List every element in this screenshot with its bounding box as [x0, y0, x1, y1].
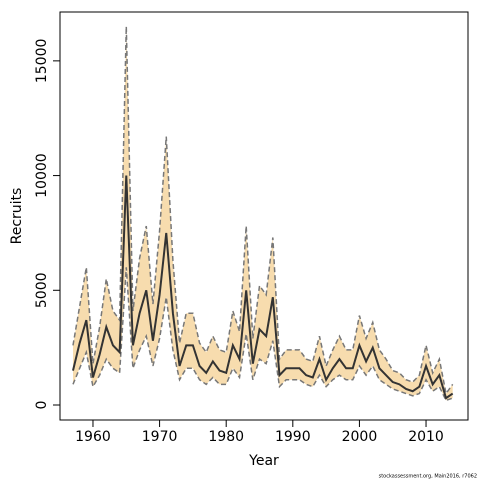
x-tick-label: 1990: [275, 429, 311, 445]
y-tick-label: 0: [34, 401, 50, 410]
y-tick-label: 15000: [34, 39, 50, 84]
x-tick-label: 2000: [342, 429, 378, 445]
y-tick-label: 5000: [34, 272, 50, 308]
x-tick-label: 1960: [75, 429, 111, 445]
x-tick-label: 2010: [408, 429, 444, 445]
x-tick-label: 1970: [142, 429, 178, 445]
y-axis-label: Recruits: [9, 188, 25, 245]
footnote: stockassessment.org, Main2016, r7062: [379, 474, 477, 480]
x-tick-label: 1980: [208, 429, 244, 445]
recruits-line: [72, 175, 454, 400]
y-tick-label: 10000: [34, 153, 50, 198]
lower-bound: [72, 267, 453, 402]
x-axis-label: Year: [248, 453, 279, 469]
plot-frame: [59, 11, 469, 421]
upper-bound: [72, 26, 454, 396]
